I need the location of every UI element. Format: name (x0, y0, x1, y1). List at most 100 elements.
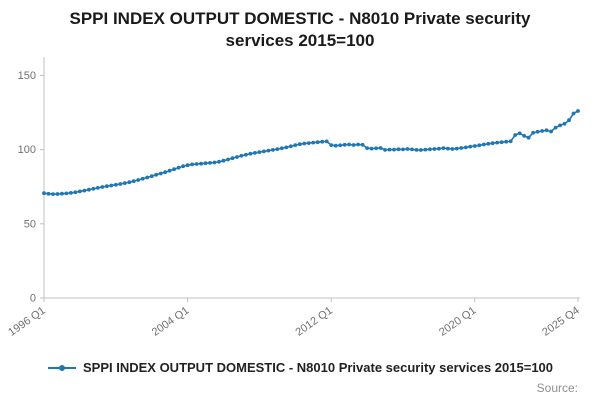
data-point-marker (118, 182, 123, 186)
data-point-marker (230, 156, 235, 161)
data-point-marker (360, 142, 365, 147)
data-point-marker (432, 147, 437, 151)
data-point-marker (351, 143, 356, 147)
data-point-marker (262, 149, 266, 154)
data-point-marker (226, 157, 230, 162)
data-point-marker (113, 182, 118, 187)
y-tick-label: 150 (18, 70, 36, 82)
data-point-marker (109, 183, 114, 188)
data-point-marker (82, 188, 87, 193)
data-point-marker (199, 161, 204, 166)
source-label: Source: (536, 381, 578, 395)
data-point-marker (324, 139, 329, 144)
data-point-marker (558, 123, 562, 128)
data-point-marker (540, 129, 544, 133)
data-point-marker (288, 144, 293, 149)
data-point-marker (158, 171, 163, 176)
data-point-marker (387, 147, 392, 152)
data-point-marker (176, 165, 181, 170)
legend-label: SPPI INDEX OUTPUT DOMESTIC - N8010 Priva… (82, 360, 554, 375)
data-point-marker (104, 184, 109, 189)
line-chart: 0 50 100 150 1996 Q1 2004 Q1 2012 Q1 2020 Q1 202… (6, 57, 582, 339)
data-point-marker (266, 148, 271, 153)
data-point-marker (100, 185, 105, 189)
data-point-marker (369, 146, 374, 151)
data-point-marker (392, 147, 396, 152)
data-point-marker (136, 178, 141, 182)
data-point-marker (302, 141, 307, 146)
data-point-marker (401, 147, 405, 152)
chart-title: SPPI INDEX OUTPUT DOMESTIC - N8010 Priva… (69, 9, 531, 51)
data-point-marker (553, 125, 558, 130)
data-point-marker (46, 191, 51, 196)
data-point-marker (522, 134, 527, 138)
x-tick-label: 2004 Q1 (150, 305, 191, 339)
y-tick-label: 50 (24, 218, 36, 230)
data-point-marker (51, 192, 55, 197)
data-point-marker (208, 161, 212, 165)
data-point-marker (378, 146, 383, 150)
data-point-marker (91, 186, 96, 191)
data-point-marker (42, 191, 46, 196)
data-point-marker (217, 159, 221, 164)
data-point-marker (405, 147, 410, 151)
data-point-marker (190, 162, 195, 167)
data-point-marker (410, 147, 414, 152)
data-point-marker (329, 143, 334, 147)
data-point-marker (454, 146, 459, 151)
data-point-marker (342, 142, 347, 147)
data-point-marker (60, 191, 64, 196)
data-point-marker (437, 146, 441, 151)
data-point-marker (279, 146, 284, 151)
x-tick-label: 2025 Q4 (540, 305, 581, 339)
x-tick-label: 2020 Q1 (437, 305, 478, 339)
data-point-marker (544, 128, 549, 133)
data-point-marker (472, 144, 477, 148)
data-point-marker (477, 143, 482, 148)
data-point-marker (194, 162, 199, 166)
data-point-marker (396, 147, 401, 152)
data-point-marker (549, 129, 553, 134)
data-point-marker (315, 140, 320, 145)
data-point-marker (271, 148, 275, 152)
data-point-marker (145, 175, 150, 180)
data-point-marker (95, 186, 100, 190)
data-point-marker (221, 158, 226, 163)
data-point-marker (576, 109, 580, 113)
data-point-marker (253, 151, 257, 155)
data-point-marker (463, 145, 468, 150)
data-point-marker (423, 147, 428, 152)
data-point-marker (87, 187, 91, 192)
data-point-marker (239, 153, 244, 158)
data-point-marker (73, 190, 78, 195)
data-point-marker (562, 121, 567, 126)
data-point-marker (311, 140, 316, 145)
data-point-marker (55, 192, 60, 196)
data-point-marker (275, 147, 280, 151)
data-point-marker (64, 191, 69, 196)
x-tick-label: 1996 Q1 (6, 305, 47, 339)
data-point-marker (333, 143, 338, 148)
data-point-marker (69, 191, 73, 195)
data-point-marker (320, 139, 325, 144)
legend-marker-icon (47, 364, 76, 371)
data-point-marker (526, 135, 531, 140)
data-point-marker (481, 142, 486, 147)
data-point-marker (531, 130, 535, 135)
data-point-marker (513, 133, 518, 137)
data-point-marker (468, 144, 473, 149)
data-point-marker (244, 152, 248, 157)
data-point-marker (212, 160, 217, 165)
data-point-marker (365, 146, 369, 150)
data-point-marker (517, 131, 522, 136)
data-point-marker (163, 170, 168, 175)
data-point-marker (347, 142, 351, 147)
legend: SPPI INDEX OUTPUT DOMESTIC - N8010 Priva… (0, 360, 600, 375)
data-point-marker (490, 141, 495, 146)
data-point-marker (356, 142, 360, 147)
data-point-marker (306, 141, 311, 145)
data-point-marker (428, 147, 432, 152)
data-point-marker (414, 148, 419, 152)
data-point-marker (185, 163, 190, 168)
data-point-marker (374, 146, 378, 151)
